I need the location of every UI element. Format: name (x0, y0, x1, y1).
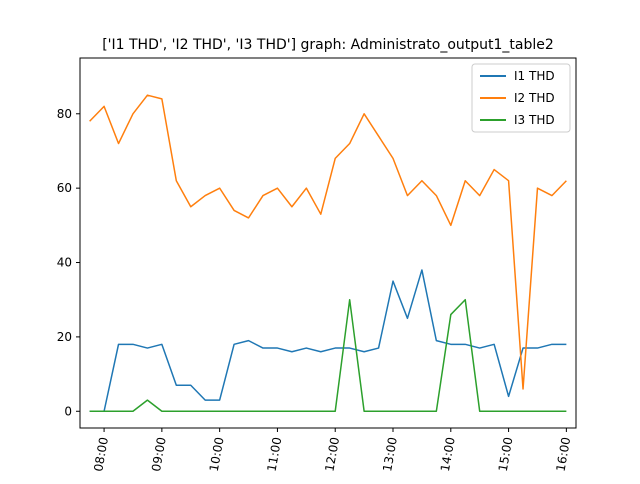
series-line-1 (89, 269, 567, 413)
y-tick-label: 0 (64, 404, 72, 418)
y-tick-label: 80 (57, 107, 72, 121)
series-layer (89, 94, 567, 413)
x-tick-label: 12:00 (322, 436, 342, 472)
y-tick-label: 40 (57, 256, 72, 270)
y-tick-label: 60 (57, 181, 72, 195)
y-tick-label: 20 (57, 330, 72, 344)
legend: I1 THD I2 THD I3 THD (471, 63, 571, 133)
legend-label: I3 THD (514, 113, 555, 127)
y-axis: 0 20 40 60 80 (57, 107, 80, 418)
series-line-2 (89, 94, 567, 390)
chart-title: ['I1 THD', 'I2 THD', 'I3 THD'] graph: Ad… (102, 37, 554, 53)
x-tick-label: 11:00 (265, 436, 285, 472)
x-tick-label: 13:00 (380, 436, 400, 472)
legend-label: I2 THD (514, 91, 555, 105)
plot-frame (79, 57, 577, 429)
legend-label: I1 THD (514, 69, 555, 83)
x-tick-label: 09:00 (149, 436, 169, 472)
x-tick-label: 15:00 (496, 436, 516, 472)
x-tick-label: 08:00 (91, 436, 111, 472)
series-line-3 (89, 298, 567, 413)
x-tick-label: 14:00 (438, 436, 458, 472)
x-tick-label: 16:00 (554, 436, 574, 472)
legend-box (471, 63, 571, 133)
x-axis: 08:00 09:00 10:00 11:00 12:00 13:00 14:00 15:00… (91, 428, 573, 473)
x-tick-label: 10:00 (207, 436, 227, 472)
